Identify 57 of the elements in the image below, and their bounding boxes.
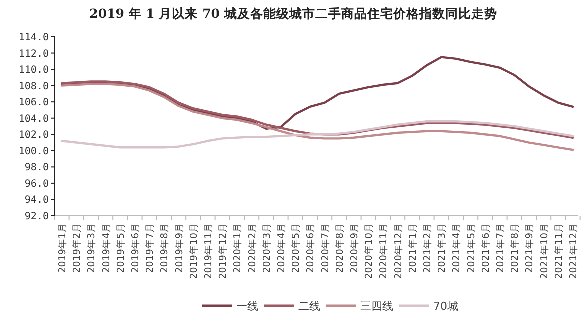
x-tick-label: 2021年12月 [568, 223, 580, 280]
x-tick-label: 2019年11月 [202, 223, 214, 280]
legend-label: 70城 [434, 300, 458, 313]
y-tick-label: 98.0 [24, 162, 49, 174]
y-tick-label: 106.0 [18, 98, 49, 109]
x-tick-label: 2019年2月 [71, 223, 84, 274]
legend-label: 二线 [298, 300, 320, 313]
y-tick-label: 114.0 [18, 32, 49, 44]
x-tick-label: 2019年8月 [158, 223, 171, 274]
x-tick-label: 2020年1月 [232, 223, 244, 274]
line-series [60, 80, 574, 139]
x-tick-label: 2021年10月 [538, 223, 550, 280]
x-tick-label: 2019年3月 [86, 223, 98, 274]
chart-title: 2019 年 1 月以来 70 城及各能级城市二手商品住宅价格指数同比走势 [90, 6, 498, 21]
y-tick-label: 96.0 [24, 178, 49, 190]
x-tick-label: 2019年6月 [130, 223, 142, 274]
x-tick-label: 2021年11月 [552, 223, 565, 280]
legend-label: 三四线 [360, 300, 394, 313]
x-tick-label: 2019年1月 [56, 223, 68, 274]
x-tick-label: 2019年4月 [100, 223, 112, 274]
x-tick-label: 2021年2月 [422, 223, 434, 274]
x-tick-label: 2020年5月 [290, 223, 302, 274]
y-tick-label: 108.0 [18, 81, 49, 92]
x-tick-label: 2021年6月 [480, 223, 492, 274]
x-tick-label: 2020年2月 [246, 223, 258, 274]
x-tick-label: 2020年8月 [334, 223, 346, 274]
x-tick-label: 2021年8月 [509, 223, 522, 274]
y-tick-label: 104.0 [18, 114, 49, 125]
x-tick-label: 2019年10月 [188, 223, 200, 280]
x-tick-label: 2019年9月 [173, 223, 186, 274]
line-series [60, 56, 574, 130]
y-tick-label: 112.0 [18, 48, 49, 60]
x-tick-label: 2020年6月 [304, 223, 317, 274]
x-tick-label: 2021年7月 [494, 223, 506, 274]
x-tick-label: 2020年4月 [276, 223, 288, 274]
line-series [60, 120, 574, 149]
x-tick-label: 2021年3月 [436, 223, 448, 274]
x-tick-label: 2019年5月 [114, 223, 127, 274]
y-tick-label: 92.0 [24, 212, 49, 222]
x-tick-label: 2021年5月 [465, 223, 478, 274]
y-tick-label: 110.0 [18, 65, 49, 76]
x-tick-label: 2021年9月 [524, 223, 536, 274]
y-tick-label: 94.0 [24, 195, 49, 206]
x-tick-label: 2020年9月 [348, 223, 360, 274]
x-tick-label: 2020年12月 [392, 223, 404, 280]
x-tick-label: 2020年11月 [378, 223, 390, 280]
x-tick-label: 2020年7月 [319, 223, 332, 274]
x-tick-label: 2019年7月 [144, 223, 156, 274]
y-tick-label: 100.0 [18, 146, 49, 158]
legend-label: 一线 [236, 300, 258, 313]
x-tick-label: 2019年12月 [217, 223, 230, 280]
x-tick-label: 2021年1月 [406, 223, 419, 274]
x-tick-label: 2021年4月 [450, 223, 463, 274]
y-tick-label: 102.0 [18, 130, 49, 142]
x-tick-label: 2020年3月 [260, 223, 273, 274]
line-series [60, 83, 574, 152]
x-tick-label: 2020年10月 [363, 223, 376, 280]
